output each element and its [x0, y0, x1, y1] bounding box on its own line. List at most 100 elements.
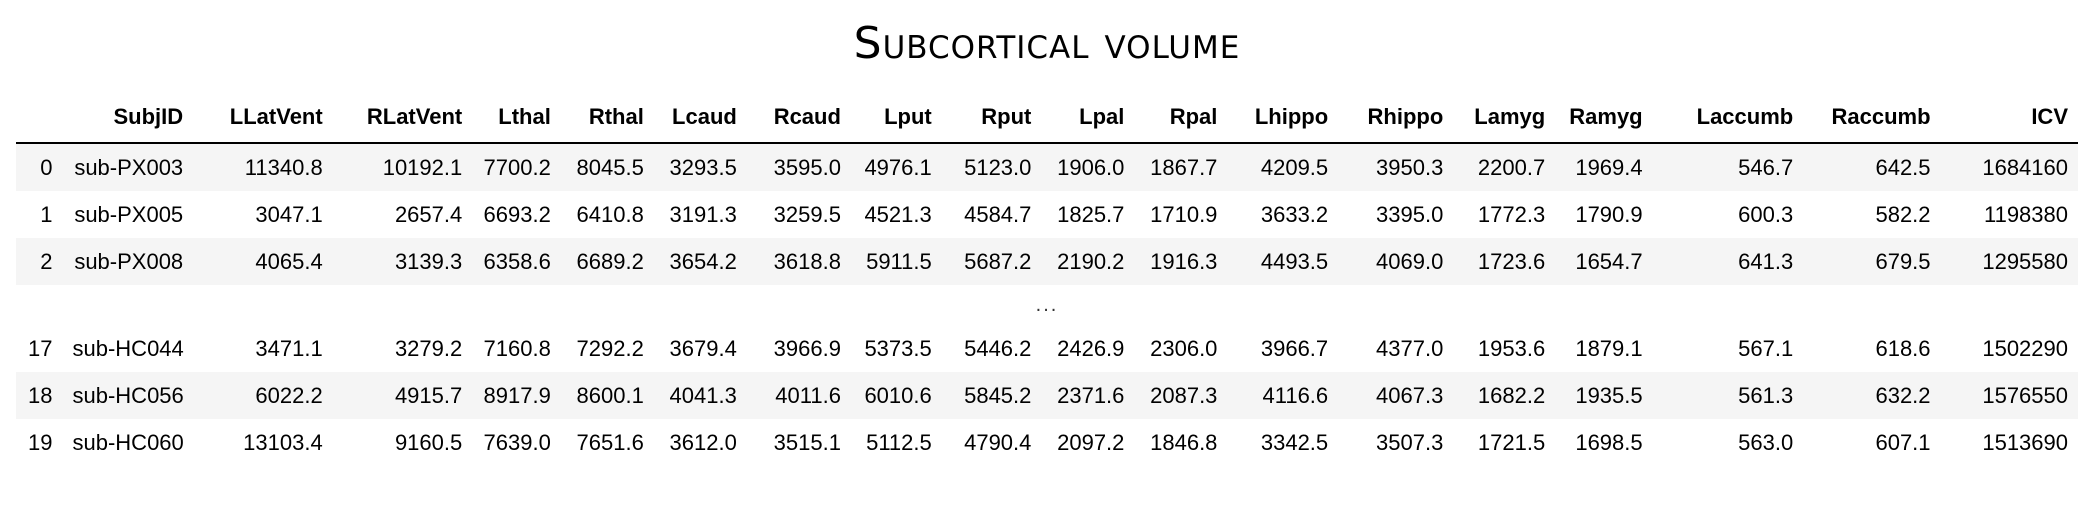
- table-cell: 3342.5: [1260, 429, 1329, 455]
- table-cell: sub-HC056: [62, 372, 194, 419]
- table-cell: 7651.6: [576, 429, 644, 455]
- table-cell: 4377.0: [1376, 335, 1444, 361]
- table-cell: 607.1: [1875, 429, 1931, 455]
- table-cell: 2371.6: [1041, 372, 1135, 419]
- table-cell: 1710.9: [1150, 201, 1218, 227]
- table-cell: 1513690: [1982, 429, 2068, 455]
- table-cell: 3633.2: [1260, 201, 1329, 227]
- table-cell: 1721.5: [1477, 429, 1546, 455]
- table-row: 0 sub-PX003 11340.8 10192.1 7700.2 8045.5 3293…: [16, 143, 2078, 191]
- table-cell: 3612.0: [669, 429, 737, 455]
- table-cell: 3293.5: [653, 143, 747, 191]
- table-cell: 1916.3: [1134, 238, 1228, 285]
- column-header: RLatVent: [332, 92, 473, 144]
- column-header: Rcaud: [746, 92, 851, 144]
- header-row: SubjID LLatVent RLatVent Lthal Rthal Lca…: [16, 92, 2078, 144]
- table-cell: 4790.4: [964, 429, 1032, 455]
- table-cell: 1935.5: [1555, 372, 1653, 419]
- table-row: 1 sub-PX005 3047.1 2657.4 6693.2 6410.8 3191.3…: [16, 191, 2078, 238]
- table-cell: 563.0: [1738, 429, 1794, 455]
- table-cell: 4976.1: [850, 143, 942, 191]
- table-cell: 7700.2: [472, 143, 561, 191]
- table-cell: 5446.2: [964, 335, 1032, 361]
- table-cell: 1198380: [1983, 201, 2068, 227]
- column-header: Raccumb: [1803, 92, 1941, 144]
- table-cell: 1576550: [1940, 372, 2078, 419]
- table-cell: sub-PX003: [62, 143, 194, 191]
- table-cell: 2097.2: [1057, 429, 1125, 455]
- table-cell: 679.5: [1803, 238, 1941, 285]
- table-cell: 3507.3: [1376, 429, 1444, 455]
- table-cell: 546.7: [1652, 143, 1804, 191]
- table-cell: 4493.5: [1227, 238, 1339, 285]
- table-cell: 10192.1: [332, 143, 473, 191]
- table-cell: 4116.6: [1227, 372, 1339, 419]
- table-cell: 4915.7: [332, 372, 473, 419]
- row-index: 1: [40, 201, 53, 227]
- table-cell: 4069.0: [1338, 238, 1454, 285]
- table-cell: 8600.1: [560, 372, 654, 419]
- table-cell: 5112.5: [866, 429, 932, 455]
- table-cell: 4041.3: [653, 372, 747, 419]
- table-cell: 632.2: [1803, 372, 1941, 419]
- ellipsis: ...: [1035, 293, 1059, 316]
- column-header: Lamyg: [1453, 92, 1556, 144]
- table-cell: 5911.5: [850, 238, 942, 285]
- table-cell: 6022.2: [193, 372, 333, 419]
- table-cell: 3950.3: [1338, 143, 1454, 191]
- table-cell: 1846.8: [1150, 429, 1218, 455]
- table-cell: 582.2: [1875, 201, 1931, 227]
- table-cell: 6358.6: [472, 238, 561, 285]
- table-cell: 561.3: [1652, 372, 1804, 419]
- column-header: Rhippo: [1338, 92, 1454, 144]
- table-cell: sub-PX005: [74, 201, 184, 227]
- table-cell: 7639.0: [483, 429, 551, 455]
- table-cell: 5687.2: [941, 238, 1042, 285]
- row-index: 17: [28, 335, 53, 361]
- table-cell: 3139.3: [332, 238, 473, 285]
- column-header: Laccumb: [1652, 92, 1804, 144]
- table-cell: 3047.1: [255, 201, 323, 227]
- table-cell: 4521.3: [864, 201, 932, 227]
- table-cell: 4065.4: [193, 238, 333, 285]
- table-cell: 2190.2: [1041, 238, 1135, 285]
- table-cell: 4011.6: [746, 372, 851, 419]
- row-index: 19: [28, 429, 53, 455]
- column-header: Lput: [850, 92, 942, 144]
- table-cell: 1502290: [1982, 335, 2068, 361]
- table-cell: 1295580: [1940, 238, 2078, 285]
- table-cell: 2426.9: [1057, 335, 1125, 361]
- table-cell: 3966.9: [773, 335, 841, 361]
- table-cell: 9160.5: [394, 429, 463, 455]
- column-header: SubjID: [62, 92, 194, 144]
- row-index: 18: [16, 372, 63, 419]
- table-cell: 1953.6: [1477, 335, 1546, 361]
- column-header: Rput: [941, 92, 1042, 144]
- table-cell: 3259.5: [773, 201, 841, 227]
- table-row: 18 sub-HC056 6022.2 4915.7 8917.9 8600.1 4041.…: [16, 372, 2078, 419]
- table-cell: 3966.7: [1260, 335, 1329, 361]
- table-cell: 4584.7: [964, 201, 1032, 227]
- column-header: Ramyg: [1555, 92, 1653, 144]
- table-cell: 1723.6: [1453, 238, 1556, 285]
- table-cell: 2200.7: [1453, 143, 1556, 191]
- table-cell: sub-PX008: [62, 238, 194, 285]
- table-cell: sub-HC060: [72, 429, 184, 455]
- table-cell: 5373.5: [864, 335, 932, 361]
- table-cell: 6693.2: [483, 201, 551, 227]
- table-row: 17 sub-HC044 3471.1 3279.2 7160.8 7292.2 3679.…: [16, 325, 2078, 372]
- table-cell: 2306.0: [1150, 335, 1218, 361]
- table-cell: 7292.2: [576, 335, 644, 361]
- table-cell: 4067.3: [1338, 372, 1454, 419]
- column-header: Lthal: [472, 92, 561, 144]
- table-cell: 3395.0: [1376, 201, 1444, 227]
- table-cell: 6689.2: [560, 238, 654, 285]
- index-header: [16, 92, 63, 144]
- table-cell: 2657.4: [394, 201, 463, 227]
- row-index: 2: [16, 238, 63, 285]
- column-header: Lpal: [1041, 92, 1135, 144]
- table-row: 19 sub-HC060 13103.4 9160.5 7639.0 7651.6 3612…: [16, 419, 2078, 466]
- table-cell: 1879.1: [1575, 335, 1643, 361]
- table-cell: 1684160: [1940, 143, 2078, 191]
- table-cell: 7160.8: [483, 335, 551, 361]
